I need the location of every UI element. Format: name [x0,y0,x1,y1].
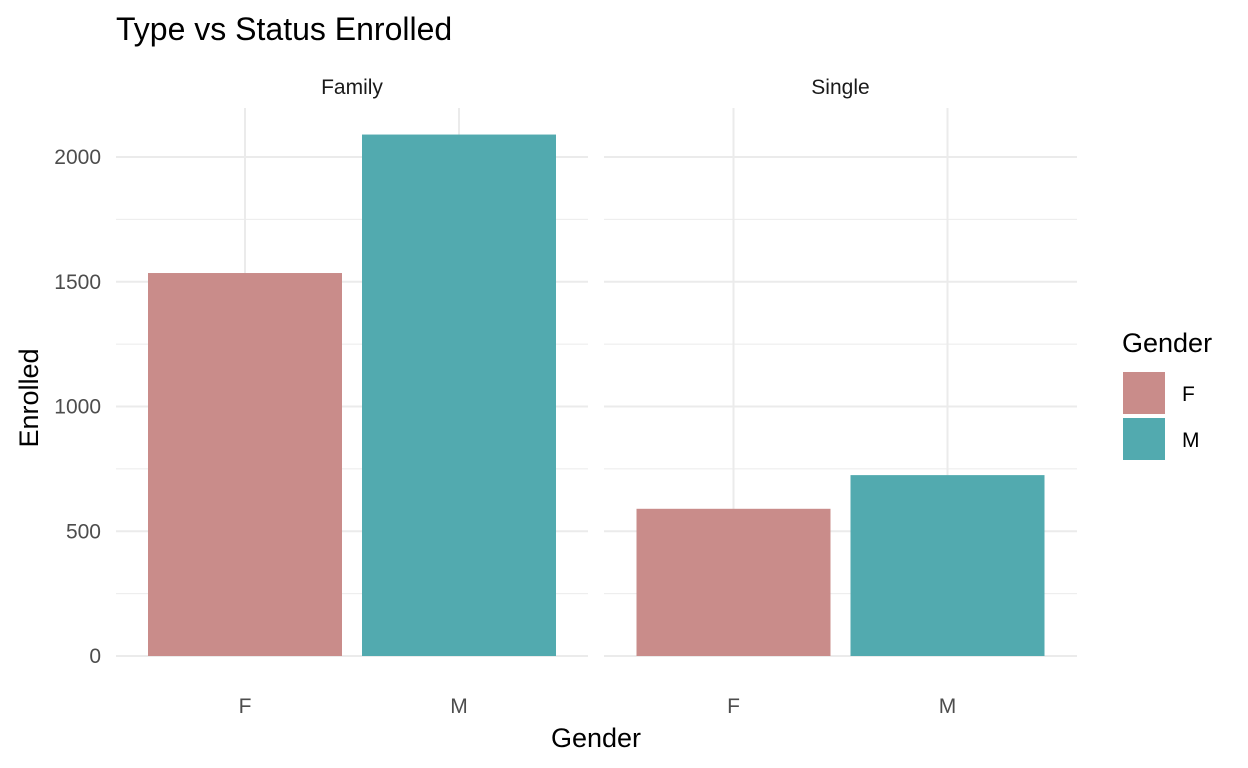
x-tick-label: M [450,695,468,718]
x-tick-label: F [239,695,252,718]
x-axis-title: Gender [551,723,641,753]
y-tick-label: 0 [89,645,101,668]
legend-label: M [1182,429,1200,452]
y-tick-label: 1500 [54,271,101,294]
legend-key-f [1123,372,1165,414]
legend-label: F [1182,383,1195,406]
y-tick-label: 2000 [54,146,101,169]
y-axis-title: Enrolled [14,348,44,447]
bar-family-f [148,273,342,656]
facet-strip-label: Family [321,76,383,99]
y-tick-label: 500 [66,520,101,543]
legend-key-m [1123,418,1165,460]
facet-family: F M Family [116,76,588,718]
bar-family-m [362,134,556,657]
legend-title: Gender [1122,328,1212,358]
facet-panels: F M Family F M Single [116,76,1077,718]
facet-single: F M Single [604,76,1077,718]
bar-single-f [636,508,831,656]
x-tick-label: F [727,695,740,718]
bar-single-m [850,475,1045,656]
y-axis: 0 500 1000 1500 2000 [54,146,101,668]
chart-title: Type vs Status Enrolled [116,11,452,47]
x-tick-label: M [939,695,957,718]
legend: Gender FM [1122,328,1212,460]
y-tick-label: 1000 [54,396,101,419]
facet-strip-label: Single [811,76,869,99]
